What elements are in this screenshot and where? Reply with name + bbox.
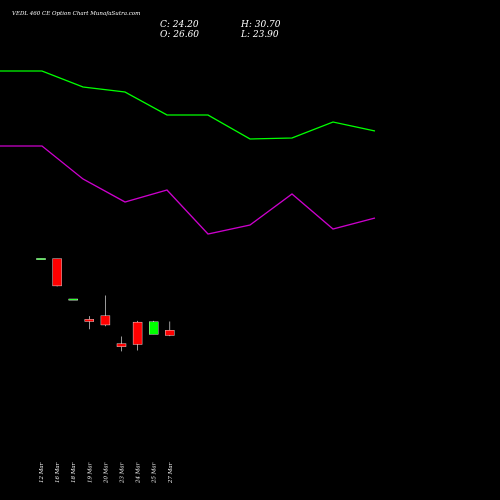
date-label: 12 Mar <box>39 462 45 483</box>
date-label: 25 Mar <box>152 462 158 484</box>
indicator-line-1 <box>0 70 376 140</box>
candle <box>132 320 143 351</box>
date-label: 24 Mar <box>136 462 142 484</box>
date-label: 18 Mar <box>71 462 77 483</box>
candle-body <box>116 343 127 347</box>
date-label: 19 Mar <box>87 462 93 483</box>
candle <box>36 258 46 260</box>
date-label: 23 Mar <box>120 462 126 484</box>
candle-body <box>165 330 175 336</box>
candle <box>100 295 111 327</box>
candle <box>52 258 62 287</box>
date-label: 20 Mar <box>103 462 109 484</box>
open-value: O: 26.60 <box>160 30 199 40</box>
high-value: H: 30.70 <box>240 20 281 30</box>
candle-body <box>84 319 95 322</box>
candle <box>84 316 95 330</box>
candle <box>116 336 127 352</box>
candle <box>165 321 175 337</box>
indicator-line-2 <box>0 145 376 235</box>
date-axis: 12 Mar 16 Mar 18 Mar 19 Mar 20 Mar 23 Mar 24 M… <box>39 462 174 484</box>
candle <box>68 298 78 301</box>
candle-body <box>148 321 159 335</box>
candle-body <box>132 321 143 345</box>
indicator-lines <box>0 70 376 235</box>
candle-body <box>36 258 46 260</box>
candle-body <box>100 315 111 326</box>
date-label: 16 Mar <box>55 462 61 483</box>
candle <box>148 320 159 335</box>
low-value: L: 23.90 <box>240 30 279 40</box>
candle-body <box>52 258 62 287</box>
candle-body <box>68 298 78 301</box>
chart-title: VEDL 460 CE Option Chart MunafaSutra.com <box>12 11 140 17</box>
close-value: C: 24.20 <box>160 20 199 30</box>
candlesticks <box>36 258 175 352</box>
date-label: 27 Mar <box>168 462 174 484</box>
